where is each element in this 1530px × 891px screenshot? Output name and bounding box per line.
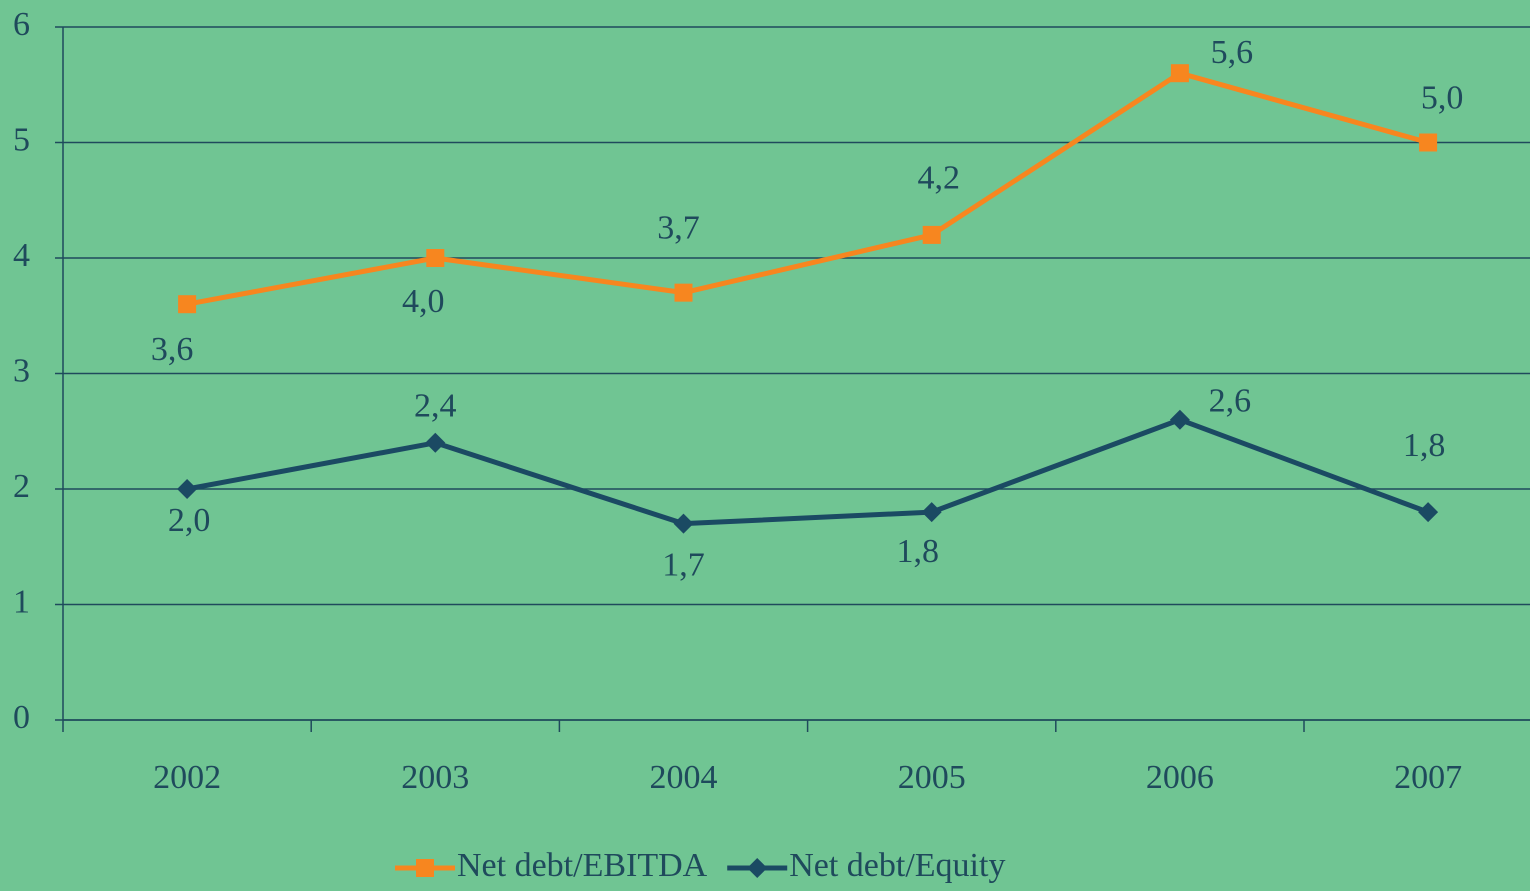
data-label: 5,6 <box>1211 34 1254 71</box>
x-tick-label: 2002 <box>153 759 221 796</box>
data-label: 2,0 <box>168 502 211 539</box>
data-label: 1,7 <box>662 546 705 583</box>
data-label: 4,2 <box>917 160 960 197</box>
marker <box>674 283 693 302</box>
data-label: 1,8 <box>896 533 939 570</box>
legend-label: Net debt/EBITDA <box>457 847 708 884</box>
x-tick-label: 2006 <box>1146 759 1214 796</box>
x-tick-label: 2005 <box>898 759 966 796</box>
marker <box>1169 409 1190 430</box>
marker <box>922 225 941 244</box>
y-tick-label: 6 <box>13 6 30 43</box>
y-tick-label: 0 <box>13 699 30 736</box>
marker <box>416 859 434 877</box>
marker <box>747 858 768 878</box>
x-tick-label: 2004 <box>650 759 718 796</box>
data-label: 5,0 <box>1421 79 1464 116</box>
data-label: 4,0 <box>402 283 445 320</box>
marker <box>1170 64 1189 83</box>
legend: Net debt/EBITDA Net debt/Equity <box>395 847 1005 884</box>
x-tick-label: 2007 <box>1394 759 1462 796</box>
data-label: 2,4 <box>414 388 457 425</box>
data-label: 3,6 <box>151 331 194 368</box>
y-tick-label: 2 <box>13 468 30 505</box>
series-line <box>186 70 1429 307</box>
series-line <box>186 417 1429 527</box>
marker <box>178 295 197 314</box>
data-label: 2,6 <box>1209 382 1252 419</box>
legend-label: Net debt/Equity <box>789 847 1005 884</box>
y-tick-label: 1 <box>13 583 30 620</box>
y-tick-label: 4 <box>13 237 30 274</box>
marker <box>1419 133 1438 152</box>
marker <box>673 513 694 534</box>
marker <box>177 479 198 499</box>
x-tick-label: 2003 <box>401 759 469 796</box>
data-label: 1,8 <box>1403 427 1446 464</box>
marker <box>426 249 445 267</box>
y-tick-label: 5 <box>13 121 30 158</box>
marker <box>425 432 446 453</box>
y-tick-label: 3 <box>13 352 30 389</box>
marker <box>921 502 942 523</box>
marker <box>1418 502 1439 523</box>
data-label: 3,7 <box>657 209 700 246</box>
